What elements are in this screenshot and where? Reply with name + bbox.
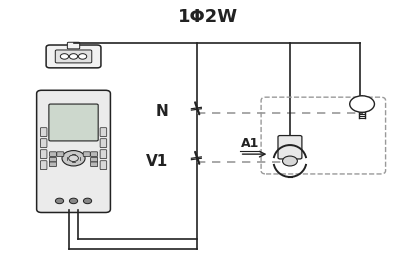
- FancyBboxPatch shape: [37, 90, 110, 212]
- Text: 1Φ2W: 1Φ2W: [178, 8, 237, 26]
- Circle shape: [55, 198, 63, 204]
- Circle shape: [69, 198, 78, 204]
- FancyBboxPatch shape: [57, 152, 64, 157]
- FancyBboxPatch shape: [278, 136, 302, 159]
- FancyBboxPatch shape: [100, 161, 107, 170]
- FancyBboxPatch shape: [100, 150, 107, 158]
- FancyBboxPatch shape: [49, 104, 98, 141]
- Text: N: N: [156, 104, 168, 119]
- FancyBboxPatch shape: [100, 128, 107, 136]
- FancyBboxPatch shape: [90, 157, 98, 162]
- Text: A1: A1: [240, 137, 259, 150]
- FancyBboxPatch shape: [46, 45, 101, 68]
- Circle shape: [60, 54, 68, 59]
- FancyBboxPatch shape: [40, 161, 47, 170]
- Circle shape: [68, 155, 78, 162]
- FancyBboxPatch shape: [90, 152, 98, 157]
- FancyBboxPatch shape: [49, 157, 56, 162]
- FancyBboxPatch shape: [40, 139, 47, 148]
- Circle shape: [69, 54, 78, 59]
- Circle shape: [283, 156, 298, 166]
- FancyBboxPatch shape: [55, 50, 92, 63]
- FancyBboxPatch shape: [49, 152, 56, 157]
- FancyBboxPatch shape: [90, 162, 98, 167]
- FancyBboxPatch shape: [40, 150, 47, 158]
- Circle shape: [350, 96, 374, 112]
- Circle shape: [78, 54, 87, 59]
- FancyBboxPatch shape: [83, 152, 90, 157]
- Circle shape: [62, 151, 85, 166]
- Text: V1: V1: [146, 153, 168, 168]
- FancyBboxPatch shape: [49, 162, 56, 167]
- FancyBboxPatch shape: [67, 42, 80, 49]
- FancyBboxPatch shape: [40, 128, 47, 136]
- FancyBboxPatch shape: [100, 139, 107, 148]
- Circle shape: [83, 198, 92, 204]
